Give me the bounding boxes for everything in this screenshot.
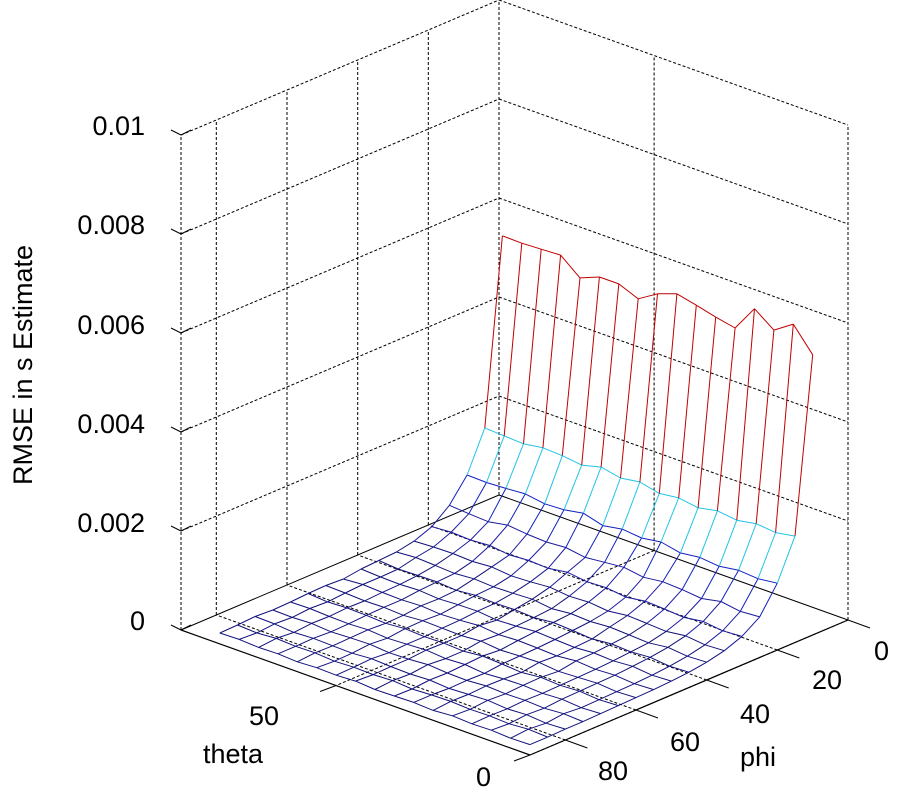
phi-tick-60: 60 — [670, 727, 701, 757]
theta-tick-50: 50 — [249, 701, 280, 731]
z-tick-0006: 0.006 — [77, 310, 145, 340]
phi-tick-80: 80 — [598, 756, 629, 786]
z-tick-0: 0 — [129, 606, 145, 636]
grid-lines — [180, 0, 849, 756]
theta-axis-label: theta — [203, 739, 264, 769]
phi-tick-40: 40 — [740, 699, 771, 729]
phi-axis-label: phi — [740, 742, 777, 772]
z-axis-label: RMSE in s Estimate — [8, 244, 38, 486]
z-tick-001: 0.01 — [92, 111, 145, 141]
theta-tick-0: 0 — [476, 762, 492, 792]
mesh-surface — [219, 235, 814, 746]
phi-tick-20: 20 — [812, 665, 843, 695]
axis-lines — [170, 129, 871, 762]
z-tick-0002: 0.002 — [77, 508, 145, 538]
z-tick-0008: 0.008 — [77, 210, 145, 240]
z-tick-0004: 0.004 — [77, 409, 145, 439]
phi-tick-0: 0 — [874, 636, 890, 666]
